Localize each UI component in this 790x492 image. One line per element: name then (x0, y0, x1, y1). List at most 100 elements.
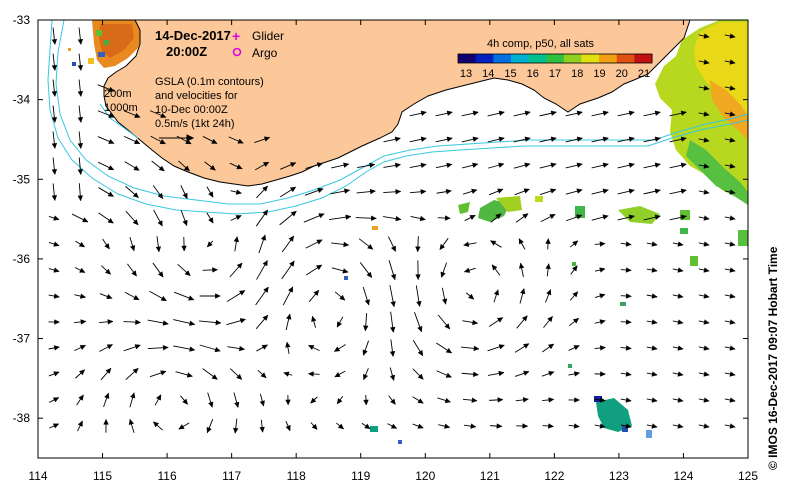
velocity-arrow-head (395, 215, 402, 222)
velocity-arrow-head (445, 372, 452, 378)
velocity-arrow-head (339, 294, 346, 301)
velocity-arrow-head (311, 315, 317, 322)
velocity-arrow-head (602, 188, 609, 194)
lat-tick-label: -36 (13, 252, 31, 266)
velocity-arrow-head (651, 371, 658, 377)
depth-label-200m: 200m (104, 88, 132, 100)
velocity-arrow-head (625, 241, 632, 247)
lat-tick-label: -33 (13, 13, 31, 27)
velocity-arrow-head (104, 243, 110, 250)
velocity-arrow-head (369, 188, 376, 195)
velocity-arrow-head (259, 426, 265, 433)
velocity-arrow-head (189, 320, 196, 326)
velocity-arrow-head (545, 263, 551, 270)
velocity-arrow-head (602, 136, 609, 142)
velocity-arrow-head (366, 271, 373, 278)
colorbar-tick-label: 20 (616, 68, 628, 80)
velocity-arrow-head (572, 240, 579, 247)
lon-tick-label: 115 (93, 469, 112, 483)
argo-label: Argo (252, 46, 278, 60)
map-axes: 114 115 116 117 118 119 120 121 122 123 124 125 -33 -… (13, 13, 759, 483)
velocity-arrow-head (441, 298, 448, 305)
velocity-arrow-head (261, 344, 268, 350)
velocity-arrow-head (128, 418, 135, 426)
velocity-arrow-head (729, 293, 736, 299)
velocity-arrow-head (158, 165, 165, 172)
velocity-arrow-head (289, 162, 297, 168)
velocity-arrow-head (576, 214, 583, 220)
velocity-arrow-head (703, 33, 710, 39)
velocity-arrow-head (468, 293, 475, 300)
velocity-arrow-head (342, 268, 349, 274)
velocity-arrow-head (290, 210, 297, 217)
velocity-arrow-head (548, 371, 555, 377)
lon-tick-label: 118 (287, 469, 306, 483)
velocity-arrow-head (237, 138, 244, 144)
velocity-arrow-head (651, 345, 658, 351)
glider-icon: + (232, 28, 240, 44)
velocity-arrow-head (548, 397, 555, 403)
velocity-arrow-head (498, 344, 505, 350)
lon-tick-label: 123 (609, 469, 629, 483)
lon-tick-label: 117 (222, 469, 241, 483)
annotation-line-1: GSLA (0.1m contours) (155, 76, 264, 88)
velocity-arrow-head (703, 85, 710, 91)
velocity-arrow-head (419, 215, 426, 222)
velocity-arrow-head (550, 188, 557, 194)
velocity-arrow-head (233, 427, 239, 434)
velocity-arrow-head (104, 392, 110, 399)
velocity-arrow-head (211, 374, 218, 380)
colorbar-tick-label: 18 (571, 68, 583, 80)
velocity-arrow-head (680, 110, 687, 116)
velocity-arrow-head (188, 295, 195, 301)
colorbar-tick-label: 13 (460, 68, 472, 80)
velocity-arrow-head (206, 241, 213, 248)
velocity-arrow-head (651, 423, 658, 429)
velocity-arrow-head (77, 117, 84, 123)
velocity-arrow-head (444, 215, 451, 221)
colorbar-tick-label: 17 (549, 68, 561, 80)
annotation-line-3: 10-Dec 00:00Z (155, 104, 228, 116)
velocity-arrow-head (362, 349, 368, 356)
velocity-arrow-head (703, 137, 710, 143)
velocity-arrow-head (336, 321, 343, 328)
lon-tick-label: 116 (158, 469, 177, 483)
velocity-arrow-head (444, 323, 451, 330)
velocity-arrow-head (51, 91, 58, 97)
velocity-arrow-head (259, 400, 265, 407)
velocity-arrow-head (625, 345, 632, 351)
colorbar-swatch (546, 54, 565, 63)
velocity-arrow-head (283, 371, 290, 377)
velocity-arrow-head (729, 215, 736, 221)
velocity-arrow-head (129, 245, 136, 252)
velocity-arrow-head (602, 214, 609, 220)
velocity-arrow-head (576, 188, 583, 194)
velocity-arrow-head (288, 235, 295, 242)
velocity-arrow-head (77, 195, 83, 202)
velocity-arrow-head (367, 243, 374, 250)
lon-tick-label: 120 (415, 469, 435, 483)
velocity-arrow-head (628, 162, 635, 168)
velocity-arrow-head (77, 65, 84, 71)
velocity-arrow-head (53, 345, 60, 351)
velocity-arrow-head (498, 162, 505, 168)
velocity-arrow-head (521, 315, 528, 322)
velocity-arrow-head (108, 112, 115, 118)
velocity-arrow-head (363, 399, 369, 406)
velocity-arrow-head (599, 319, 606, 325)
velocity-arrow-head (495, 213, 502, 220)
velocity-arrow-head (572, 291, 579, 298)
velocity-arrow-head (654, 136, 661, 142)
velocity-arrow-head (415, 246, 421, 253)
velocity-arrow-head (345, 214, 352, 220)
velocity-arrow-head (132, 192, 139, 198)
velocity-arrow-head (51, 117, 58, 123)
velocity-arrow-head (262, 185, 268, 192)
velocity-arrow-head (444, 397, 451, 404)
velocity-arrow-head (703, 163, 710, 169)
velocity-arrow-head (394, 162, 401, 169)
velocity-arrow-head (677, 345, 684, 351)
velocity-arrow-head (703, 319, 710, 325)
velocity-arrow-head (524, 110, 531, 116)
velocity-arrow-head (369, 162, 376, 169)
